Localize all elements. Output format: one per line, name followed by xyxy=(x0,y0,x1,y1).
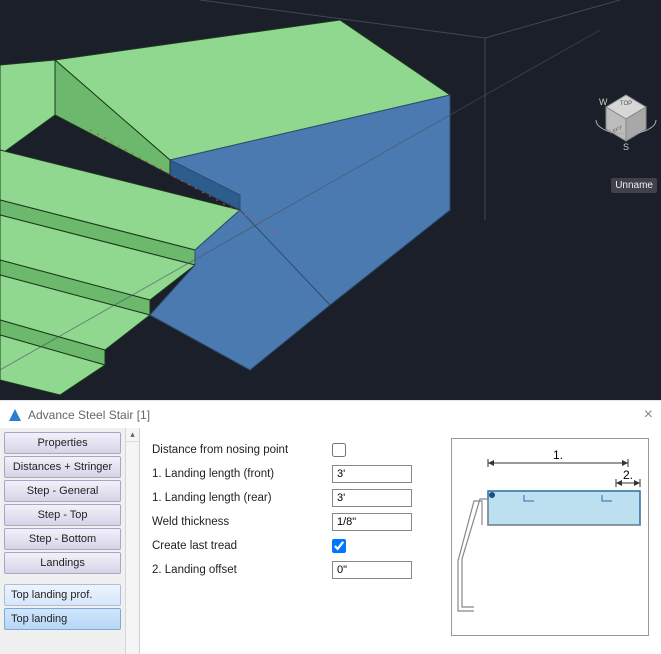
sidebar-btn-step-general[interactable]: Step - General xyxy=(4,480,121,502)
sidebar-btn-step-top[interactable]: Step - Top xyxy=(4,504,121,526)
weld-input[interactable] xyxy=(332,513,412,531)
form-area: Distance from nosing point 1. Landing le… xyxy=(140,428,451,654)
len-front-label: 1. Landing length (front) xyxy=(152,468,332,480)
svg-text:W: W xyxy=(599,97,608,107)
sidebar-btn-landings[interactable]: Landings xyxy=(4,552,121,574)
sidebar-scrollbar[interactable]: ▴ xyxy=(125,428,139,654)
distance-label: Distance from nosing point xyxy=(152,444,332,456)
svg-text:TOP: TOP xyxy=(620,101,632,107)
dialog-title: Advance Steel Stair [1] xyxy=(28,408,150,422)
svg-text:S: S xyxy=(623,142,629,152)
dialog-body: Properties Distances + Stringer Step - G… xyxy=(0,428,661,654)
view-cube[interactable]: TOP LEFT W S xyxy=(591,50,661,190)
len-rear-label: 1. Landing length (rear) xyxy=(152,492,332,504)
create-label: Create last tread xyxy=(152,540,332,552)
app-icon xyxy=(8,408,22,422)
close-icon[interactable]: × xyxy=(644,406,653,424)
scroll-up-icon[interactable]: ▴ xyxy=(126,428,139,442)
offset-label: 2. Landing offset xyxy=(152,564,332,576)
model-viewport[interactable]: TOP LEFT W S Unname xyxy=(0,0,661,400)
dialog-titlebar: Advance Steel Stair [1] × xyxy=(0,400,661,428)
len-rear-input[interactable] xyxy=(332,489,412,507)
preview-pane: 1. 2. xyxy=(451,428,661,654)
sidebar: Properties Distances + Stringer Step - G… xyxy=(0,428,140,654)
sidebar-btn-distances[interactable]: Distances + Stringer xyxy=(4,456,121,478)
stair-render xyxy=(0,0,661,400)
sidebar-sub-top-landing[interactable]: Top landing xyxy=(4,608,121,630)
offset-input[interactable] xyxy=(332,561,412,579)
sidebar-btn-properties[interactable]: Properties xyxy=(4,432,121,454)
distance-checkbox[interactable] xyxy=(332,443,346,457)
sidebar-sub-top-landing-prof[interactable]: Top landing prof. xyxy=(4,584,121,606)
dim2-label: 2. xyxy=(623,468,633,482)
dim1-label: 1. xyxy=(553,448,563,462)
sidebar-btn-step-bottom[interactable]: Step - Bottom xyxy=(4,528,121,550)
weld-label: Weld thickness xyxy=(152,516,332,528)
create-checkbox[interactable] xyxy=(332,539,346,553)
len-front-input[interactable] xyxy=(332,465,412,483)
preview-diagram: 1. 2. xyxy=(451,438,649,636)
view-label: Unname xyxy=(611,178,657,193)
